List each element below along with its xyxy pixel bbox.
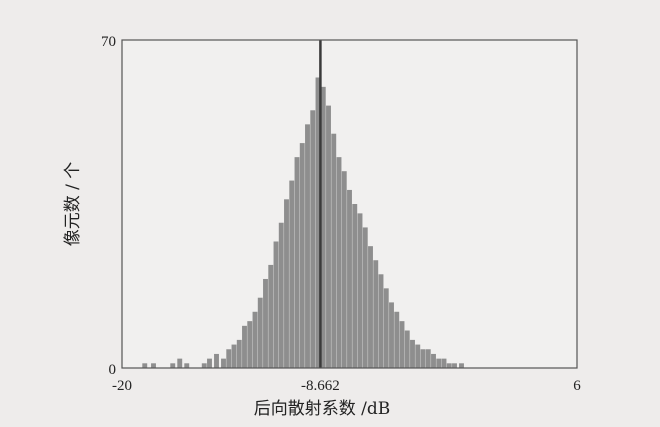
histogram-bar: [425, 349, 431, 368]
histogram-bar: [326, 105, 331, 368]
histogram-bar: [207, 358, 212, 368]
histogram-bar: [368, 246, 373, 368]
histogram-bar: [389, 302, 394, 368]
histogram-bar: [394, 311, 400, 368]
y-axis-title: 像元数 / 个: [63, 162, 83, 247]
histogram-bar: [336, 157, 342, 368]
histogram-bar: [294, 157, 300, 368]
histogram-bar: [459, 363, 464, 368]
histogram-bar: [431, 353, 436, 368]
histogram-bar: [221, 358, 226, 368]
histogram-bar: [310, 110, 316, 368]
histogram-bar: [214, 353, 219, 368]
histogram-bar: [446, 363, 452, 368]
histogram-bar: [257, 297, 263, 368]
histogram-bar: [231, 344, 237, 368]
histogram-bar: [273, 241, 279, 368]
histogram-bar: [263, 278, 268, 368]
x-axis-title: 后向散射系数 /dB: [254, 399, 391, 419]
histogram-bar: [331, 133, 337, 368]
histogram-bar: [226, 349, 232, 368]
histogram-bar: [151, 363, 156, 368]
histogram-bar: [410, 339, 415, 368]
histogram-bar: [452, 363, 457, 368]
histogram-bar: [362, 227, 368, 368]
histogram-bar: [373, 260, 379, 368]
y-axis: 70 0 像元数 / 个: [63, 34, 116, 378]
histogram-bar: [201, 363, 207, 368]
histogram-bar: [236, 339, 242, 368]
histogram-bar: [320, 86, 326, 369]
histogram-bar: [289, 180, 295, 368]
x-tick-label-mean: -8.662: [301, 378, 340, 394]
histogram-bar: [177, 358, 183, 368]
histogram-bar: [142, 363, 148, 368]
histogram-bar: [299, 143, 305, 368]
histogram-bars: [142, 77, 464, 369]
histogram-bar: [420, 349, 426, 368]
y-tick-label-min: 0: [109, 362, 117, 378]
histogram-bar: [436, 358, 442, 368]
histogram-bar: [170, 363, 176, 368]
x-tick-label-min: -20: [112, 378, 132, 394]
histogram-bar: [404, 330, 410, 368]
histogram-bar: [247, 321, 253, 368]
histogram-bar: [284, 199, 289, 368]
histogram-bar: [278, 222, 284, 368]
histogram-bar: [347, 189, 352, 368]
histogram-bar: [242, 325, 247, 368]
histogram-bar: [352, 204, 358, 368]
histogram-bar: [441, 358, 447, 368]
histogram-bar: [415, 344, 421, 368]
histogram-bar: [341, 171, 347, 368]
x-tick-label-max: 6: [573, 378, 581, 394]
histogram-bar: [184, 363, 190, 368]
histogram-bar: [305, 124, 310, 368]
histogram-bar: [383, 288, 389, 368]
y-tick-label-max: 70: [101, 34, 116, 50]
histogram-bar: [399, 321, 405, 368]
x-axis: -20 -8.662 6 后向散射系数 /dB: [112, 378, 581, 419]
plot-frame: [121, 39, 578, 369]
histogram-bar: [378, 274, 384, 368]
histogram-bar: [268, 264, 274, 368]
histogram-bar: [315, 77, 321, 369]
histogram-bar: [357, 213, 363, 368]
histogram-bar: [252, 311, 258, 368]
